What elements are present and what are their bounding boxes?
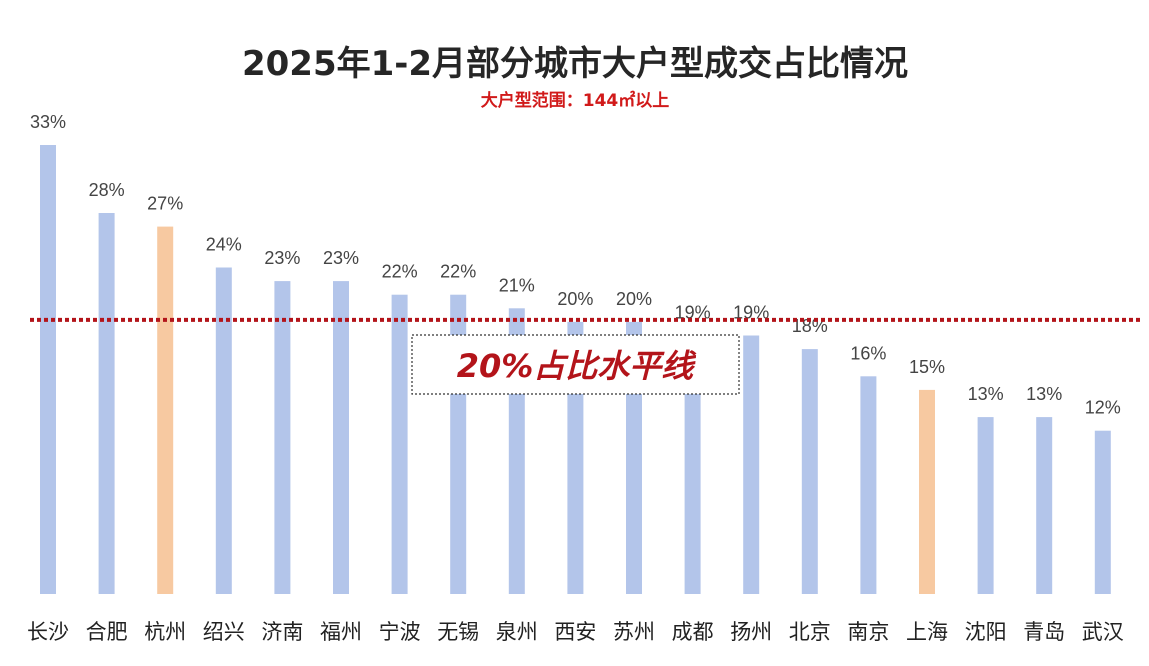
category-label-南京: 南京 [847, 620, 889, 644]
category-label-福州: 福州 [320, 620, 362, 644]
data-label-无锡: 22% [440, 262, 476, 282]
category-label-沈阳: 沈阳 [965, 620, 1007, 644]
category-labels-group: 长沙 合肥 杭州 绍兴 济南 福州 宁波 无锡 泉州 西安 苏州 成都 扬州 北京 南京 上海 沈阳 青岛 武汉 [27, 620, 1124, 644]
reference-label: 20%占比水平线 [457, 347, 698, 385]
bar-宁波 [391, 294, 408, 594]
data-label-济南: 23% [264, 248, 300, 268]
bar-上海 [919, 389, 935, 594]
category-label-西安: 西安 [554, 620, 596, 644]
category-label-济南: 济南 [261, 620, 303, 644]
data-label-绍兴: 24% [206, 235, 242, 255]
bar-北京 [801, 349, 818, 594]
category-label-北京: 北京 [789, 620, 831, 644]
data-label-成都: 19% [675, 303, 711, 323]
data-label-宁波: 22% [382, 262, 418, 282]
bar-南京 [860, 376, 877, 594]
data-label-福州: 23% [323, 248, 359, 268]
reference-label-box [411, 334, 740, 395]
data-label-青岛: 13% [1026, 384, 1062, 404]
bar-扬州 [743, 335, 760, 594]
category-label-苏州: 苏州 [613, 620, 655, 644]
bar-成都 [684, 335, 701, 594]
value-labels-group: 33% 28% 27% 24% 23% 23% 22% 22% 21% 20% 20% 19% 19% 1… [30, 112, 1121, 418]
bar-绍兴 [215, 267, 232, 594]
category-label-上海: 上海 [906, 620, 948, 644]
bar-福州 [333, 281, 349, 594]
category-label-青岛: 青岛 [1023, 620, 1065, 644]
bar-沈阳 [977, 417, 994, 594]
bars-group [40, 145, 1111, 594]
bar-杭州 [157, 226, 174, 594]
data-label-杭州: 27% [147, 194, 183, 214]
data-label-苏州: 20% [616, 289, 652, 309]
data-label-西安: 20% [557, 289, 593, 309]
category-label-合肥: 合肥 [86, 620, 128, 644]
category-label-无锡: 无锡 [437, 620, 479, 644]
category-label-泉州: 泉州 [496, 620, 538, 644]
category-label-宁波: 宁波 [379, 620, 421, 644]
data-label-上海: 15% [909, 357, 945, 377]
category-label-武汉: 武汉 [1082, 620, 1124, 644]
bar-长沙 [40, 145, 56, 594]
bar-武汉 [1094, 430, 1111, 594]
data-label-沈阳: 13% [968, 384, 1004, 404]
chart-title: 2025年1-2月部分城市大户型成交占比情况 [242, 44, 908, 84]
category-label-绍兴: 绍兴 [203, 620, 245, 644]
chart-subtitle: 大户型范围：144㎡以上 [481, 90, 670, 111]
bar-济南 [274, 281, 291, 594]
category-label-长沙: 长沙 [27, 620, 69, 644]
data-label-扬州: 19% [733, 303, 769, 323]
category-label-杭州: 杭州 [144, 620, 186, 644]
category-label-扬州: 扬州 [730, 620, 772, 644]
data-label-泉州: 21% [499, 275, 535, 295]
data-label-长沙: 33% [30, 112, 66, 132]
bar-合肥 [98, 213, 115, 594]
data-label-南京: 16% [850, 343, 886, 363]
data-label-武汉: 12% [1085, 398, 1121, 418]
bar-青岛 [1036, 417, 1053, 594]
reference-annotation-group: 20%占比水平线 [411, 334, 740, 395]
category-label-成都: 成都 [672, 620, 714, 644]
data-label-合肥: 28% [89, 180, 125, 200]
